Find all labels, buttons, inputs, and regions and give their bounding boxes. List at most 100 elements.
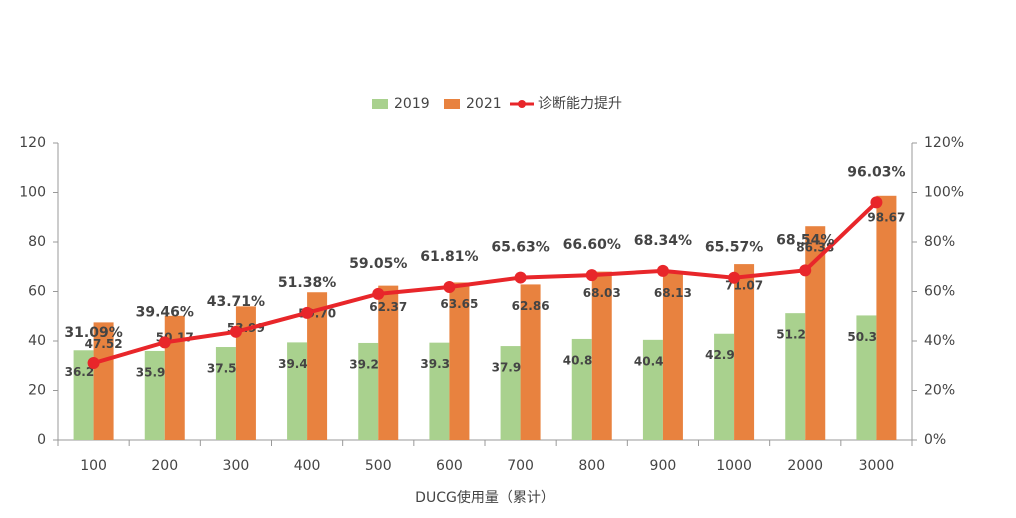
bar [215,347,236,440]
value-label: 63.65 [440,297,478,311]
line-label: 66.60% [563,237,621,253]
bar [520,284,541,440]
y-tick-label: 0 [37,432,46,448]
bar [591,271,612,440]
bar [235,306,256,440]
legend-label: 2019 [394,96,430,112]
line-point [728,271,741,284]
line-label: 43.71% [207,294,265,310]
bar [358,342,379,440]
value-label: 68.03 [583,286,621,300]
bar [429,342,450,440]
x-tick-label: 3000 [859,458,895,474]
bar [73,350,94,440]
value-label: 62.86 [512,299,550,313]
line-point [656,264,669,277]
y-tick-label: 40 [28,333,46,349]
legend-swatch [444,99,460,109]
x-tick-label: 400 [294,458,321,474]
bar [714,333,735,440]
line-point [229,325,242,338]
line-point [87,357,100,370]
y-tick-label: 60 [28,284,46,300]
bar [642,339,663,440]
legend-label: 2021 [466,96,502,112]
y2-tick-label: 120% [924,135,964,151]
line-point [514,271,527,284]
bar [144,350,165,440]
y-tick-label: 120 [19,135,46,151]
y2-tick-label: 40% [924,333,955,349]
bar [571,338,592,440]
x-tick-label: 600 [436,458,463,474]
x-tick-label: 300 [223,458,250,474]
value-label: 39.44 [278,357,316,371]
line-point [158,336,171,349]
y-tick-label: 20 [28,383,46,399]
line-label: 68.54% [776,232,834,248]
x-tick-label: 900 [650,458,677,474]
y2-tick-label: 0% [924,432,946,448]
x-tick-label: 800 [578,458,605,474]
line-point [585,269,598,282]
bar [856,315,877,440]
bar [805,226,826,440]
bar [378,285,399,440]
bar [93,322,114,440]
line-point [301,306,314,319]
line-label: 65.57% [705,240,763,256]
x-tick-label: 700 [507,458,534,474]
bar [785,313,806,440]
x-tick-label: 200 [151,458,178,474]
x-tick-label: 1000 [716,458,752,474]
legend-label: 诊断能力提升 [538,96,622,112]
x-axis-title: DUCG使用量（累计） [415,489,555,506]
line-label: 31.09% [64,325,122,341]
value-label: 68.13 [654,286,692,300]
line-point [372,287,385,300]
value-label: 42.93 [705,348,743,362]
line-label: 68.34% [634,233,692,249]
x-tick-label: 2000 [787,458,823,474]
bar [662,271,683,440]
line-label: 39.46% [136,304,194,320]
value-label: 50.33 [847,330,885,344]
line-point [799,264,812,277]
bar [164,315,185,440]
value-label: 37.95 [492,361,530,375]
legend-swatch [518,100,526,108]
line-label: 61.81% [420,249,478,265]
y-tick-label: 80 [28,234,46,250]
line-label: 51.38% [278,275,336,291]
bar [734,264,755,440]
line [93,200,878,365]
bar [876,195,897,440]
value-label: 47.52 [85,337,123,351]
value-label: 51.25 [776,328,814,342]
value-label: 35.98 [136,365,174,379]
value-label: 39.33 [420,357,458,371]
y2-tick-label: 60% [924,284,955,300]
y2-tick-label: 80% [924,234,955,250]
x-tick-label: 100 [80,458,107,474]
bar [449,282,470,440]
value-label: 98.67 [867,210,905,224]
bar [500,346,521,440]
value-label: 37.57 [207,362,245,376]
line-point [443,281,456,294]
legend-swatch [372,99,388,109]
y-tick-label: 100 [19,185,46,201]
bar [287,342,308,440]
value-label: 40.47 [634,354,672,368]
bar [307,292,328,440]
y2-tick-label: 100% [924,185,964,201]
line-point [870,196,883,209]
x-tick-label: 500 [365,458,392,474]
value-label: 40.83 [563,353,601,367]
line-label: 59.05% [349,256,407,272]
line-label: 65.63% [491,240,549,256]
line-label: 96.03% [847,164,905,180]
value-label: 39.21 [349,357,387,371]
y2-tick-label: 20% [924,383,955,399]
